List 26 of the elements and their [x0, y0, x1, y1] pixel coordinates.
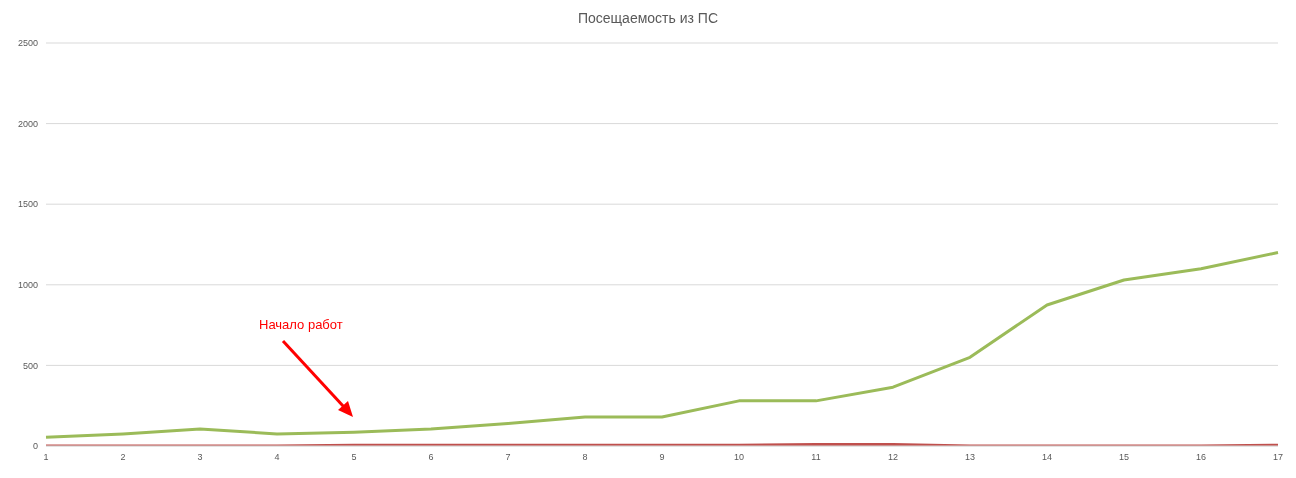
y-tick-label: 2000 — [17, 118, 38, 129]
x-tick-label: 9 — [659, 452, 665, 463]
y-tick-label: 2500 — [17, 38, 38, 49]
x-tick-label: 14 — [1041, 452, 1053, 463]
chart-title: Посещаемость из ПС — [576, 10, 719, 26]
line-series — [44, 251, 1280, 439]
x-tick-label: 16 — [1195, 452, 1207, 463]
x-tick-label: 12 — [887, 452, 899, 463]
y-tick-label: 500 — [22, 360, 38, 371]
x-tick-label: 3 — [197, 452, 203, 463]
x-tick-label: 8 — [582, 452, 588, 463]
x-tick-label: 6 — [428, 452, 434, 463]
x-tick-label: 15 — [1118, 452, 1130, 463]
x-tick-label: 1 — [43, 452, 49, 463]
y-tick-label: 1500 — [17, 199, 38, 210]
x-tick-label: 7 — [505, 452, 511, 463]
x-tick-label: 2 — [120, 452, 126, 463]
x-tick-label: 11 — [811, 452, 821, 463]
y-tick-label: 1000 — [17, 279, 38, 290]
x-tick-label: 4 — [274, 452, 280, 463]
x-tick-label: 5 — [351, 452, 357, 463]
annotation: Начало работ — [259, 317, 343, 332]
y-tick-label: 0 — [32, 441, 38, 452]
x-tick-label: 17 — [1272, 452, 1284, 463]
x-tick-label: 13 — [964, 452, 976, 463]
x-tick-label: 10 — [733, 452, 745, 463]
